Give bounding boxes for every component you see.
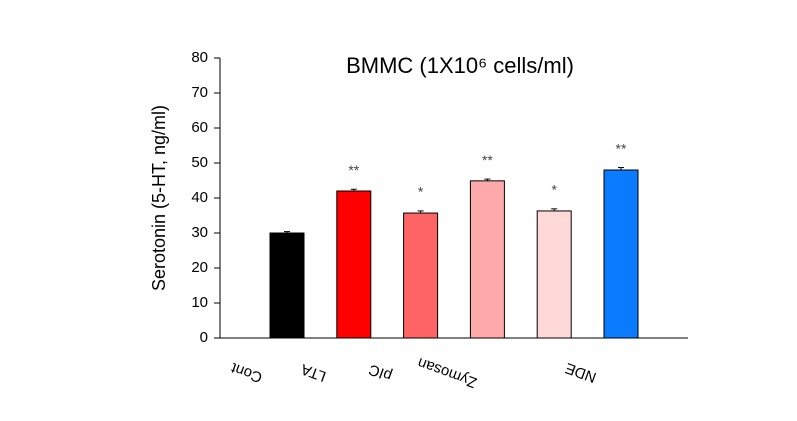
significance-mark: ** [616, 140, 627, 156]
y-tick-label: 30 [191, 224, 208, 241]
significance-mark: * [551, 182, 557, 198]
y-tick-label: 50 [191, 154, 208, 171]
bar [469, 180, 505, 339]
x-tick-label: Zymosan [415, 354, 479, 391]
y-axis-label: Serotonin (5-HT, ng/ml) [149, 105, 169, 291]
y-tick-label: 20 [191, 259, 208, 276]
chart-title: BMMC (1X10⁶ cells/ml) [346, 53, 574, 78]
y-tick-label: 60 [191, 119, 208, 136]
y-tick-label: 70 [191, 84, 208, 101]
y-tick-label: 40 [191, 189, 208, 206]
y-tick-label: 80 [191, 49, 208, 66]
bar [336, 190, 372, 339]
x-tick-label: LTA [299, 360, 329, 385]
significance-mark: ** [348, 162, 359, 178]
significance-mark: ** [482, 152, 493, 168]
y-tick-label: 10 [191, 294, 208, 311]
significance-mark: * [418, 184, 424, 200]
bar [269, 232, 305, 339]
bar [536, 210, 572, 339]
x-tick-label: Cont [228, 359, 264, 386]
bar [603, 169, 639, 339]
x-tick-label: pIC [366, 360, 394, 384]
bar [403, 212, 439, 339]
x-tick-label: NDE [563, 359, 599, 386]
y-tick-label: 0 [200, 329, 208, 346]
